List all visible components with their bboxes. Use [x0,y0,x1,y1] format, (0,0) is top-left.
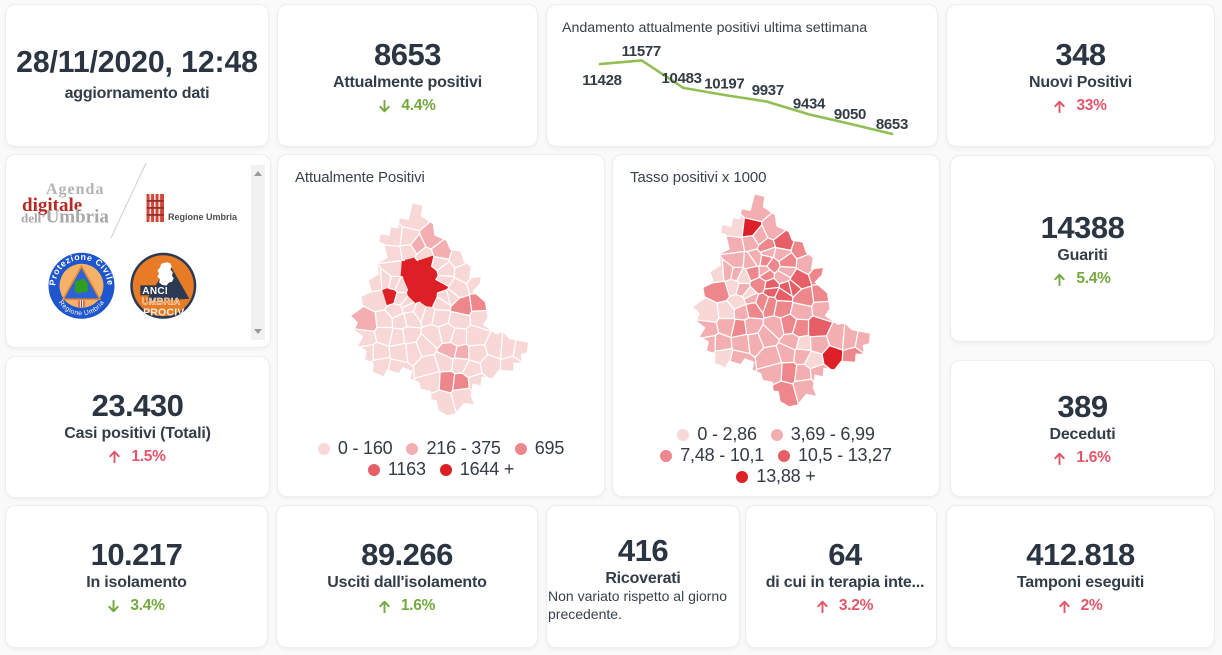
svg-text:9050: 9050 [834,106,866,123]
svg-text:UMBRIA: UMBRIA [142,296,181,307]
svg-text:PROCIV: PROCIV [143,306,184,318]
svg-text:Agenda: Agenda [46,181,104,198]
svg-text:9434: 9434 [793,96,826,113]
svg-text:digitale: digitale [22,195,82,216]
svg-text:11577: 11577 [622,43,661,60]
svg-text:Regione Umbria: Regione Umbria [168,212,238,222]
svg-text:dell’Umbria: dell’Umbria [21,207,109,228]
svg-text:10483: 10483 [661,70,701,87]
svg-text:ANCI: ANCI [142,286,168,297]
svg-text:10197: 10197 [704,76,744,93]
svg-text:9937: 9937 [752,82,784,99]
svg-text:8653: 8653 [876,116,908,133]
svg-text:Andamento attualmente positivi: Andamento attualmente positivi ultima se… [562,20,867,36]
svg-text:11428: 11428 [582,72,621,89]
